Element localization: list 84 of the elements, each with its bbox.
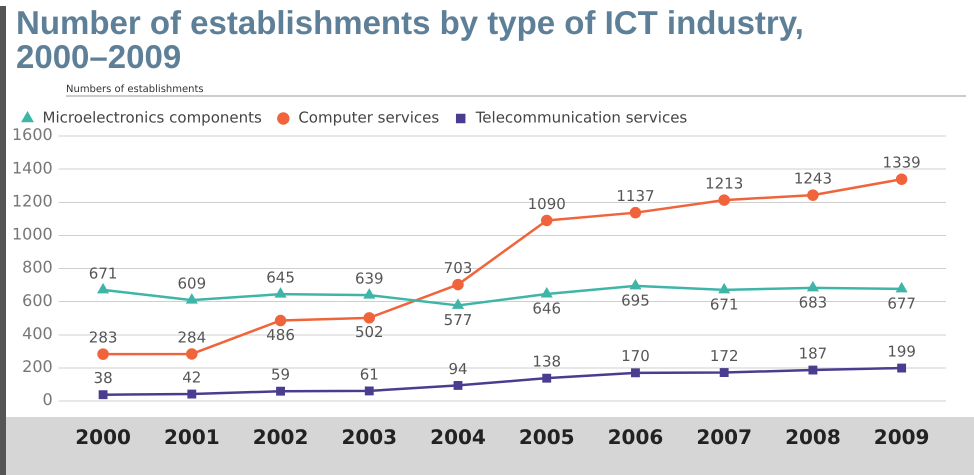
- data-label: 199: [887, 342, 916, 360]
- point: [896, 173, 908, 185]
- point: [364, 312, 376, 324]
- data-label: 703: [444, 258, 472, 277]
- data-label: 695: [621, 291, 650, 310]
- data-label: 1090: [528, 194, 566, 213]
- x-tick-label: 2006: [608, 425, 664, 450]
- x-tick-label: 2004: [430, 425, 486, 450]
- data-label: 683: [798, 293, 828, 312]
- point: [186, 348, 198, 360]
- x-tick-label: 2003: [341, 425, 398, 450]
- point: [896, 283, 907, 292]
- data-label: 677: [887, 294, 916, 312]
- data-label: 61: [360, 365, 379, 384]
- point: [274, 314, 286, 326]
- data-label: 502: [354, 323, 384, 342]
- x-tick-label: 2001: [164, 425, 220, 450]
- x-tick-label: 2005: [518, 425, 575, 450]
- y-tick-label: 1000: [12, 224, 53, 244]
- point: [98, 390, 108, 400]
- x-tick-label: 2008: [785, 425, 841, 450]
- data-label: 42: [182, 368, 202, 386]
- point: [897, 364, 906, 372]
- data-label: 187: [798, 344, 828, 362]
- point: [364, 289, 374, 299]
- point: [542, 374, 552, 383]
- point: [452, 278, 464, 290]
- point: [186, 294, 197, 304]
- point: [808, 366, 818, 374]
- point: [720, 368, 729, 377]
- y-tick-label: 600: [22, 290, 53, 310]
- data-label: 1243: [794, 170, 832, 188]
- data-label: 284: [177, 328, 206, 346]
- data-label: 646: [532, 299, 562, 318]
- x-tick-label: 2007: [696, 425, 752, 450]
- point: [452, 300, 464, 309]
- y-tick-label: 200: [22, 357, 53, 376]
- data-label: 1213: [705, 174, 744, 192]
- point: [540, 214, 552, 226]
- x-tick-label: 2009: [874, 425, 930, 450]
- data-label: 645: [266, 268, 295, 287]
- point: [808, 282, 818, 292]
- data-label: 577: [444, 310, 472, 329]
- legend-label: Computer services: [298, 108, 440, 126]
- point: [630, 206, 642, 218]
- data-label: 170: [621, 347, 650, 366]
- data-label: 172: [710, 346, 738, 365]
- data-label: 671: [88, 264, 118, 282]
- y-tick-label: 400: [22, 324, 53, 343]
- y-tick-label: 1400: [12, 158, 53, 178]
- x-tick-label: 2002: [252, 425, 308, 450]
- data-label: 486: [266, 326, 295, 344]
- point: [364, 386, 374, 396]
- legend-label: Telecommunication services: [474, 108, 688, 126]
- point: [719, 284, 730, 294]
- y-tick-label: 1200: [12, 191, 53, 210]
- data-label: 59: [270, 366, 290, 384]
- y-tick-label: 800: [22, 258, 53, 277]
- point: [454, 381, 462, 390]
- data-label: 609: [177, 274, 206, 293]
- data-label: 38: [94, 369, 113, 388]
- point: [276, 386, 285, 396]
- data-label: 138: [532, 352, 562, 371]
- y-tick-label: 1600: [12, 125, 53, 144]
- point: [631, 368, 640, 378]
- point: [275, 288, 286, 298]
- data-label: 671: [710, 295, 738, 314]
- y-tick-label: 0: [42, 390, 53, 410]
- point: [718, 194, 730, 206]
- point: [98, 284, 108, 294]
- point: [187, 390, 196, 398]
- legend-label: Microelectronics components: [42, 108, 262, 126]
- point: [97, 348, 109, 360]
- point: [542, 288, 552, 298]
- data-label: 639: [354, 270, 384, 288]
- y-axis-title: Numbers of establishments: [66, 84, 966, 97]
- chart-title: Number of establishments by type of ICT industry, 2000–2009: [16, 4, 805, 75]
- point: [630, 280, 641, 290]
- data-label: 1137: [616, 187, 655, 206]
- point: [807, 189, 819, 201]
- x-tick-label: 2000: [75, 425, 131, 450]
- data-label: 94: [448, 360, 468, 378]
- data-label: 1339: [882, 154, 921, 172]
- data-label: 283: [88, 328, 118, 347]
